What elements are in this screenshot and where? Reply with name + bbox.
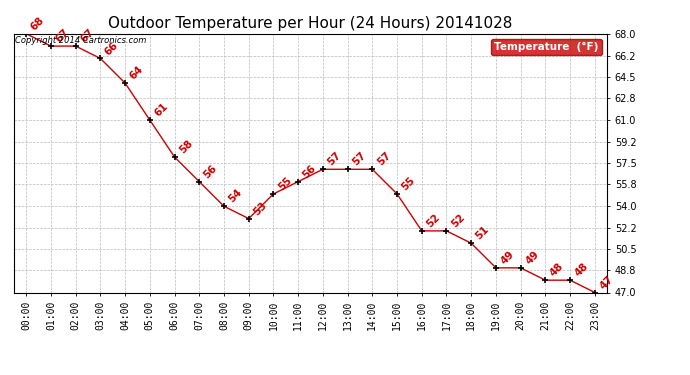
Text: 54: 54 [227,188,244,205]
Text: 57: 57 [351,150,368,168]
Text: 47: 47 [598,274,615,291]
Text: 57: 57 [326,150,343,168]
Title: Outdoor Temperature per Hour (24 Hours) 20141028: Outdoor Temperature per Hour (24 Hours) … [108,16,513,31]
Text: 48: 48 [548,261,566,279]
Text: 51: 51 [474,225,491,242]
Text: 55: 55 [400,175,417,192]
Text: 56: 56 [202,163,219,180]
Text: 64: 64 [128,64,146,82]
Text: 57: 57 [375,150,393,168]
Text: 68: 68 [29,15,46,32]
Text: 56: 56 [301,163,318,180]
Text: 53: 53 [251,200,269,217]
Text: 58: 58 [177,138,195,156]
Text: 49: 49 [524,249,541,267]
Text: 52: 52 [449,212,466,230]
Text: 67: 67 [54,27,71,45]
Legend: Temperature  (°F): Temperature (°F) [491,39,602,55]
Text: 55: 55 [276,175,293,192]
Text: 52: 52 [424,212,442,230]
Text: Copyright 2014 Cartronics.com: Copyright 2014 Cartronics.com [15,36,146,45]
Text: 49: 49 [499,249,516,267]
Text: 66: 66 [103,40,121,57]
Text: 48: 48 [573,261,591,279]
Text: 67: 67 [79,27,96,45]
Text: 61: 61 [152,101,170,118]
